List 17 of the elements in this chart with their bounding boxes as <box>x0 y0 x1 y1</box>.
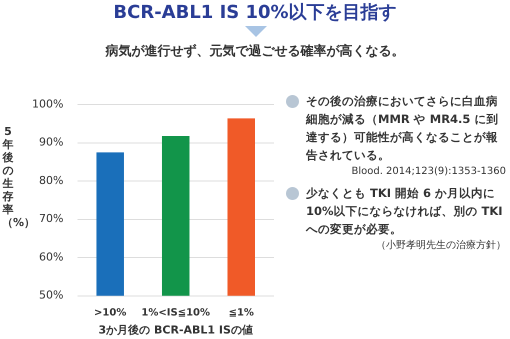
text: その後の治療においてさらに白血病細胞が減る（MMR や MR4.5 に到達する）可能性が高くなることが報告されている。 <box>304 93 500 164</box>
x-axis-title: 3か月後の BCR-ABL1 ISの値 <box>98 323 253 336</box>
chart-title: BCR-ABL1 IS 10%以下を目指す <box>112 1 398 24</box>
y-tick-label: 80% <box>38 174 64 187</box>
y-tick-label: 70% <box>38 212 64 226</box>
text: Blood. 2014;123(9):1353-1360 <box>350 165 506 179</box>
x-tick-label: ≦1% <box>228 307 254 318</box>
x-tick-label: >10% <box>94 307 126 318</box>
x-tick-label: 1%<IS≦10% <box>141 307 210 318</box>
text: （小野孝明先生の治療方針） <box>375 238 506 253</box>
y-tick-label: 90% <box>38 136 64 149</box>
chart-subtitle: 病気が進行せず、元気で過ごせる確率が高くなる。 <box>104 42 406 60</box>
text: 少なくとも TKI 開始 6 か月以内に 10%以下にならなければ、別の TKI への変更が必要。 <box>304 185 504 238</box>
y-tick-label: 100% <box>32 97 64 110</box>
y-axis-title: 5年後の生存率（%） <box>2 125 36 229</box>
y-tick-label: 60% <box>38 250 64 264</box>
y-tick-label: 50% <box>38 288 64 302</box>
